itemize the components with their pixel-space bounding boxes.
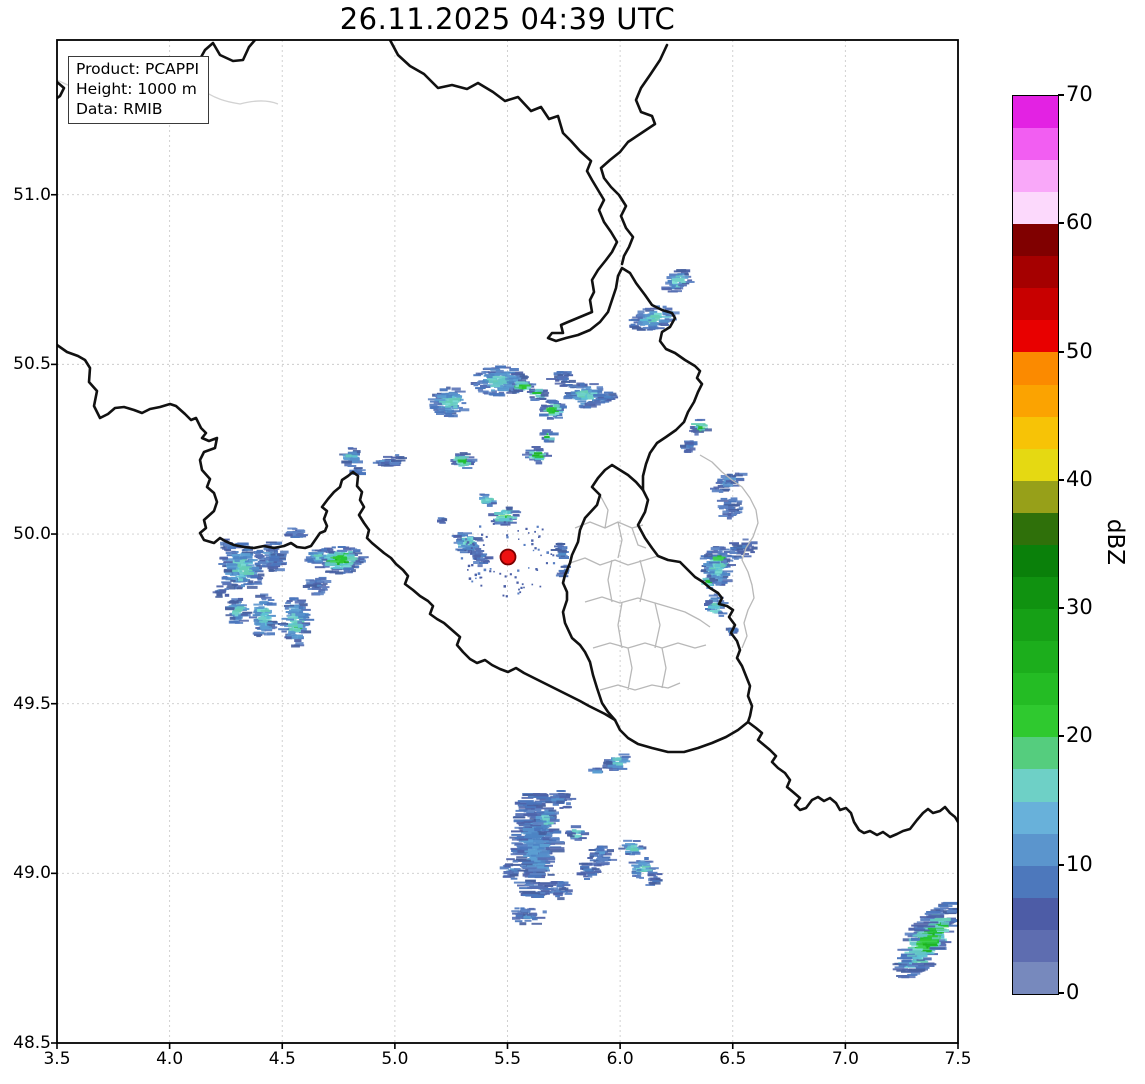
colorbar-segment: [1013, 224, 1058, 257]
y-tick-label: 51.0: [13, 184, 51, 205]
colorbar-segment: [1013, 865, 1058, 898]
colorbar-segment: [1013, 801, 1058, 834]
x-tick-label: 5.5: [493, 1049, 522, 1069]
colorbar-segment: [1013, 192, 1058, 225]
y-tick-label: 49.5: [13, 693, 51, 714]
colorbar: [1012, 95, 1059, 995]
radar-site-marker: [499, 548, 517, 566]
y-tick-label: 50.5: [13, 354, 51, 375]
y-tick-label: 50.0: [13, 524, 51, 545]
x-tick-label: 6.0: [606, 1049, 634, 1069]
colorbar-segment: [1013, 769, 1058, 802]
colorbar-tick-label: 0: [1066, 980, 1080, 1004]
country-borders: [57, 40, 958, 839]
colorbar-segment: [1013, 95, 1058, 128]
colorbar-tick: [1058, 94, 1064, 96]
district-borders: [57, 79, 759, 691]
x-tick-label: 6.5: [719, 1049, 747, 1069]
colorbar-segment: [1013, 384, 1058, 417]
colorbar-segment: [1013, 737, 1058, 770]
colorbar-tick: [1058, 992, 1064, 994]
colorbar-tick: [1058, 863, 1064, 866]
colorbar-tick-label: 30: [1066, 595, 1093, 620]
colorbar-tick-label: 20: [1066, 723, 1093, 748]
colorbar-tick-label: 10: [1066, 851, 1093, 876]
y-tick-label: 48.5: [13, 1033, 51, 1053]
colorbar-segment: [1013, 897, 1058, 930]
colorbar-segment: [1013, 352, 1058, 385]
colorbar-segment: [1013, 544, 1058, 577]
height-label: Height: 1000 m: [76, 80, 197, 99]
colorbar-segment: [1013, 448, 1058, 481]
product-info-box: Product: PCAPPI Height: 1000 m Data: RMI…: [68, 56, 210, 125]
colorbar-tick-label: 40: [1066, 466, 1093, 491]
colorbar-segment: [1013, 288, 1058, 321]
colorbar-segment: [1013, 320, 1058, 353]
colorbar-segment: [1013, 705, 1058, 738]
x-tick-label: 5.0: [381, 1049, 409, 1069]
x-tick-label: 7.0: [831, 1049, 859, 1069]
colorbar-segment: [1013, 512, 1058, 545]
colorbar-tick-label: 50: [1066, 338, 1093, 363]
figure-title: 26.11.2025 04:39 UTC: [339, 2, 676, 36]
colorbar-segment: [1013, 127, 1058, 160]
colorbar-segment: [1013, 256, 1058, 289]
x-tick-label: 4.0: [156, 1049, 184, 1069]
colorbar-segment: [1013, 480, 1058, 513]
colorbar-unit-label: dBZ: [1102, 518, 1128, 566]
colorbar-tick: [1058, 222, 1064, 225]
axis-ticks: [51, 193, 959, 1049]
product-label: Product: PCAPPI: [76, 60, 200, 78]
colorbar-segment: [1013, 673, 1058, 706]
colorbar-tick-label: 60: [1066, 210, 1093, 235]
colorbar-segment: [1013, 961, 1058, 994]
x-tick-label: 4.5: [268, 1049, 296, 1069]
colorbar-segment: [1013, 929, 1058, 962]
colorbar-tick: [1058, 350, 1064, 353]
colorbar-segment: [1013, 641, 1058, 674]
colorbar-tick-label: 70: [1066, 82, 1093, 106]
x-tick-label: 7.5: [944, 1049, 972, 1069]
data-source-label: Data: RMIB: [76, 100, 163, 119]
colorbar-segment: [1013, 159, 1058, 193]
gridlines: [56, 40, 959, 1044]
y-tick-label: 49.0: [13, 863, 51, 884]
colorbar-segment: [1013, 416, 1058, 449]
colorbar-tick: [1058, 478, 1064, 481]
colorbar-tick: [1058, 607, 1064, 610]
x-tick-label: 3.5: [43, 1049, 71, 1069]
colorbar-tick: [1058, 735, 1064, 738]
colorbar-segment: [1013, 833, 1058, 866]
colorbar-segment: [1013, 609, 1058, 642]
radar-echoes: [212, 269, 958, 979]
colorbar-segment: [1013, 576, 1058, 610]
